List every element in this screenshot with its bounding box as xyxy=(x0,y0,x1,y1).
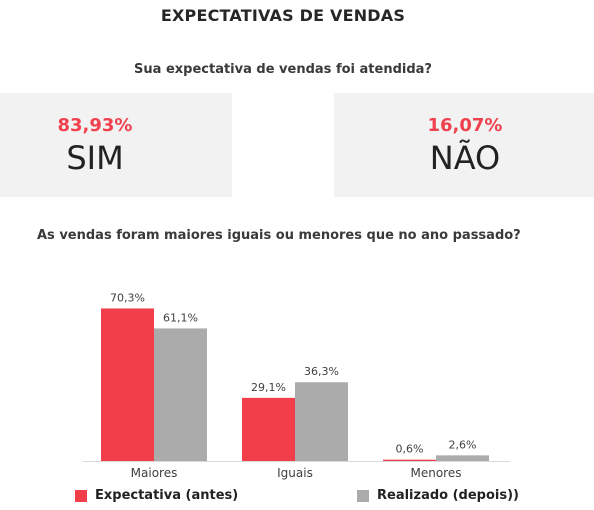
question-comparison: As vendas foram maiores iguais ou menore… xyxy=(37,228,521,243)
bar-expectation-iguais xyxy=(242,397,295,461)
bar-realized-menores xyxy=(436,455,489,461)
yes-percent: 83,93% xyxy=(57,115,133,136)
data-label-expectation-maiores: 70,3% xyxy=(110,291,145,304)
legend-item-realized: Realizado (depois)) xyxy=(357,488,519,503)
category-label-iguais: Iguais xyxy=(277,466,313,480)
question-expectation: Sua expectativa de vendas foi atendida? xyxy=(134,62,432,77)
data-label-expectation-iguais: 29,1% xyxy=(251,381,286,394)
data-label-expectation-menores: 0,6% xyxy=(396,443,424,456)
category-label-menores: Menores xyxy=(411,466,462,480)
page-title: EXPECTATIVAS DE VENDAS xyxy=(160,6,406,25)
bar-realized-maiores xyxy=(154,328,207,461)
bar-realized-iguais xyxy=(295,382,348,461)
bar-expectation-maiores xyxy=(101,308,154,461)
no-label: NÃO xyxy=(429,139,501,177)
bar-expectation-menores xyxy=(383,459,436,461)
legend-item-expectation: Expectativa (antes) xyxy=(75,488,238,503)
legend-label-expectation: Expectativa (antes) xyxy=(95,488,239,503)
legend-label-realized: Realizado (depois)) xyxy=(377,488,519,503)
data-label-realized-maiores: 61,1% xyxy=(163,311,198,324)
legend-swatch-expectation xyxy=(75,489,87,502)
data-label-realized-menores: 2,6% xyxy=(449,438,477,451)
answer-card-no: 16,07% NÃO xyxy=(334,93,594,197)
legend-swatch-realized xyxy=(357,489,369,502)
yes-label: SIM xyxy=(66,139,124,177)
no-percent: 16,07% xyxy=(427,115,503,136)
category-label-maiores: Maiores xyxy=(131,466,178,480)
sales-comparison-chart: 70,3% 61,1% Maiores 29,1% 36,3% Iguais 0,6% 2,6… xyxy=(83,291,510,480)
answer-card-yes: 83,93% SIM xyxy=(0,93,232,197)
data-label-realized-iguais: 36,3% xyxy=(304,365,339,378)
